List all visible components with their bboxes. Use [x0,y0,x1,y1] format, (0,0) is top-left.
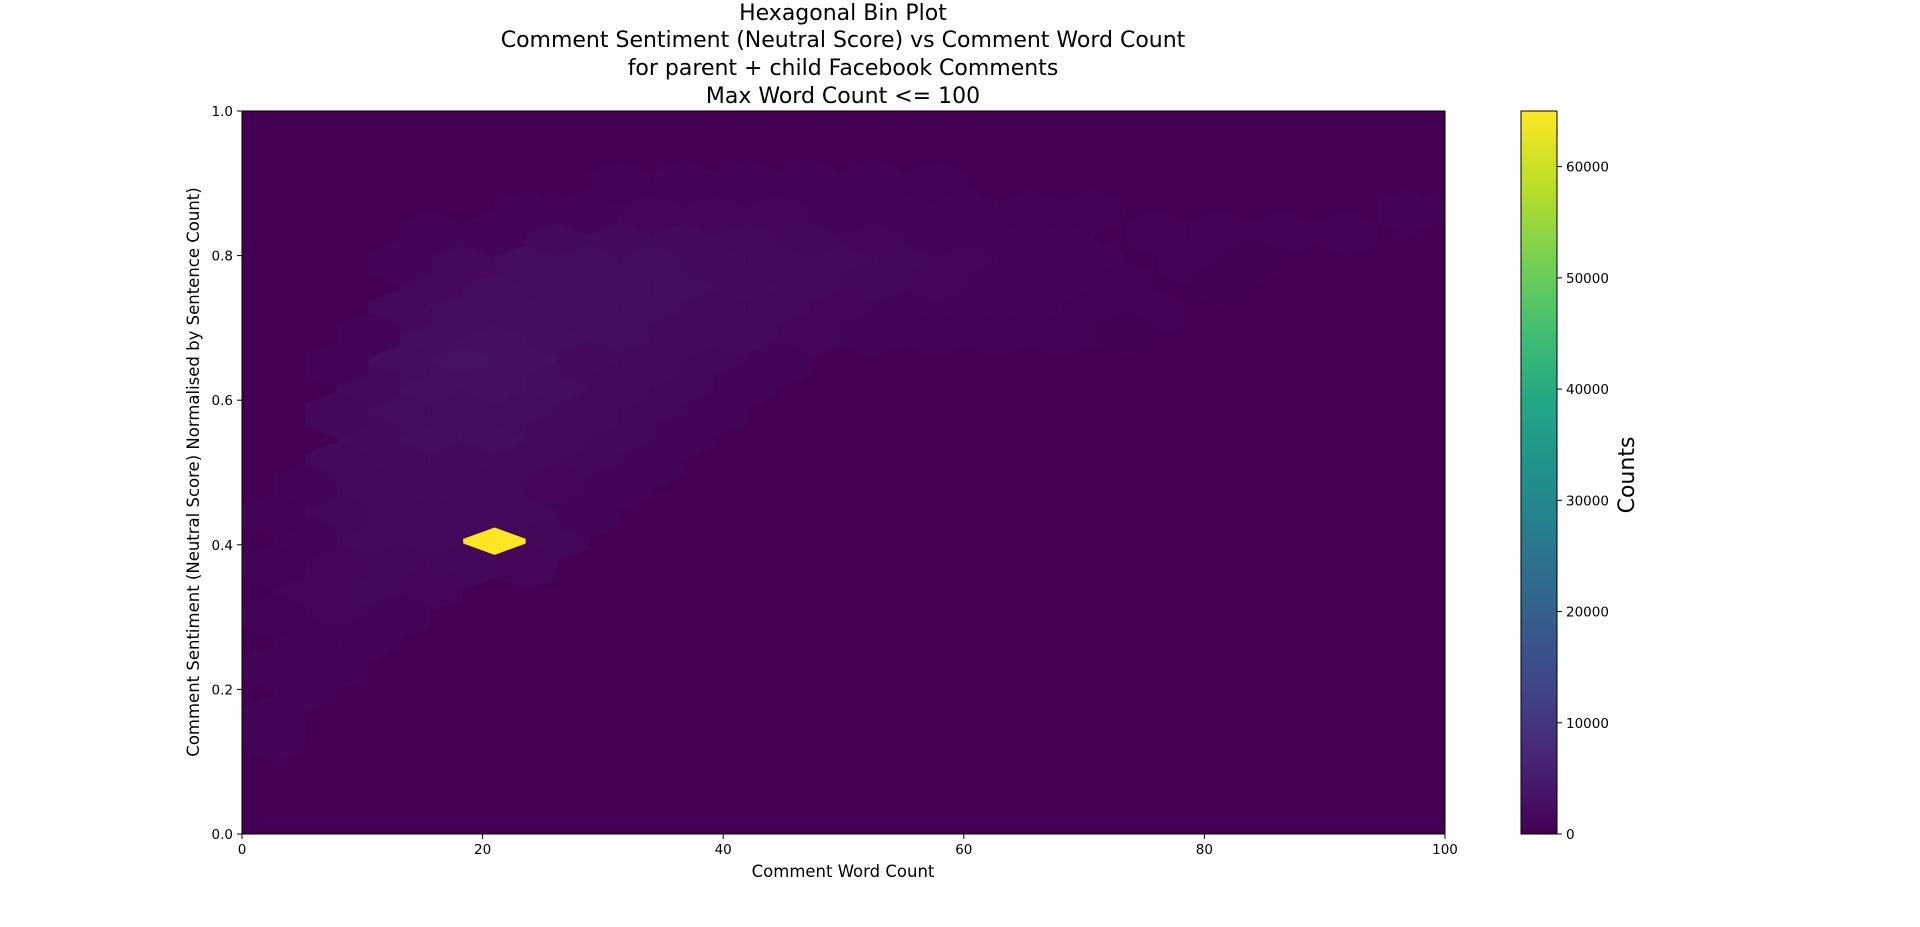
hexbin-cell [556,189,620,236]
hexbin-cell [904,312,968,359]
colorbar-ticks: 0 10000 20000 30000 40000 50000 60000 [1557,160,1609,843]
hexbin-cell [842,312,906,359]
hexbin-cell [305,341,369,388]
colorbar-tick-label: 20000 [1566,605,1609,621]
hexbin-cell [620,189,684,236]
hexbin-cell [336,312,400,359]
hexbin-cell [1188,261,1252,308]
x-tick-label: 80 [1196,842,1213,858]
hexbin-cell [778,160,842,207]
hexbin-cell [242,717,305,764]
x-tick-label: 20 [474,842,491,858]
hexbin-cell [842,160,906,207]
hexbin-cell [242,594,305,641]
hexbin-cell [683,391,747,438]
hexbin-cell [652,160,716,207]
hexbin-cell [999,189,1063,236]
chart-title: Hexagonal Bin Plot Comment Sentiment (Ne… [501,1,1186,109]
x-axis: 0 20 40 60 80 100 [238,834,1458,858]
hexbin-cell [1062,189,1126,236]
hexbin-cell [525,463,589,510]
hexbin-cell [714,362,778,409]
colorbar-tick-label: 0 [1566,827,1575,843]
hexbin-cell [620,341,684,388]
hexbin-cell [1093,261,1157,308]
hexbin-cell [1093,312,1157,359]
hexbin-cell [399,514,463,561]
hexbin-cell [399,565,463,612]
colorbar-label: Counts [1615,437,1640,514]
hexbin-cell [1188,210,1252,257]
hexbin-cell [368,239,432,286]
colorbar-tick-label: 50000 [1566,271,1609,287]
x-axis-label: Comment Word Count [752,862,935,881]
hexbin-cell [588,160,652,207]
y-tick-label: 0.8 [212,249,233,265]
colorbar-tick-label: 30000 [1566,493,1609,509]
hexbin-cell [1314,210,1378,257]
colorbar: 0 10000 20000 30000 40000 50000 60000 Counts [1520,110,1640,843]
y-tick-label: 0.6 [212,393,233,409]
hexbin-cell [399,463,463,510]
hexbin-cell [556,391,620,438]
hexbin-cell [588,463,652,510]
x-tick-label: 0 [238,842,247,858]
hexbin-cell [683,290,747,337]
hexbin-cell [399,210,463,257]
hexbin-cell [242,492,305,539]
hexbin-cell [305,391,369,438]
hexbin-cell [273,463,337,510]
plot-frame [241,110,1446,835]
hexbin-cell [1124,210,1188,257]
hexbin-cell [747,189,811,236]
hexbin-cell [1030,312,1094,359]
hexbin-cell [461,463,525,510]
hexbin-cell [1377,189,1441,236]
colorbar-gradient [1520,110,1558,835]
hexbin-cell [494,543,558,590]
x-tick-label: 60 [955,842,972,858]
hexbin-cell [683,189,747,236]
colorbar-tick-label: 10000 [1566,716,1609,732]
hexbin-cell [967,312,1031,359]
hexbin-cell [463,362,527,409]
hexbin-cell [494,239,558,286]
chart-title-line-2: Comment Sentiment (Neutral Score) vs Com… [501,28,1186,53]
hexbin-cell [273,666,337,713]
chart-title-line-3: for parent + child Facebook Comments [628,56,1059,81]
hexbin-cell [935,189,999,236]
hexbin-cell [494,189,558,236]
hexbin-cell [336,615,400,662]
x-tick-label: 100 [1432,842,1458,858]
y-axis-label: Comment Sentiment (Neutral Score) Normal… [184,187,203,756]
chart-title-line-1: Hexagonal Bin Plot [739,1,947,26]
x-tick-label: 40 [715,842,732,858]
hexbin-cell [431,290,495,337]
hexbin-cell [809,189,873,236]
hexbin-cell [873,189,937,236]
hexbin-cell [904,160,968,207]
chart-title-line-4: Max Word Count <= 100 [706,84,980,109]
hexbin-cell [556,239,620,286]
hexbin-cell [1030,261,1094,308]
hexbin-layer [242,160,1441,764]
y-tick-label: 1.0 [212,104,233,120]
hexbin-cell [556,492,620,539]
colorbar-tick-label: 40000 [1566,382,1609,398]
y-tick-label: 0.4 [212,538,233,554]
y-axis: 0.0 0.2 0.4 0.6 0.8 1.0 [212,104,242,843]
y-tick-label: 0.2 [212,682,233,698]
hexbin-cell [714,160,778,207]
y-tick-label: 0.0 [212,827,233,843]
hexbin-cell [242,543,305,590]
colorbar-tick-label: 60000 [1566,160,1609,176]
